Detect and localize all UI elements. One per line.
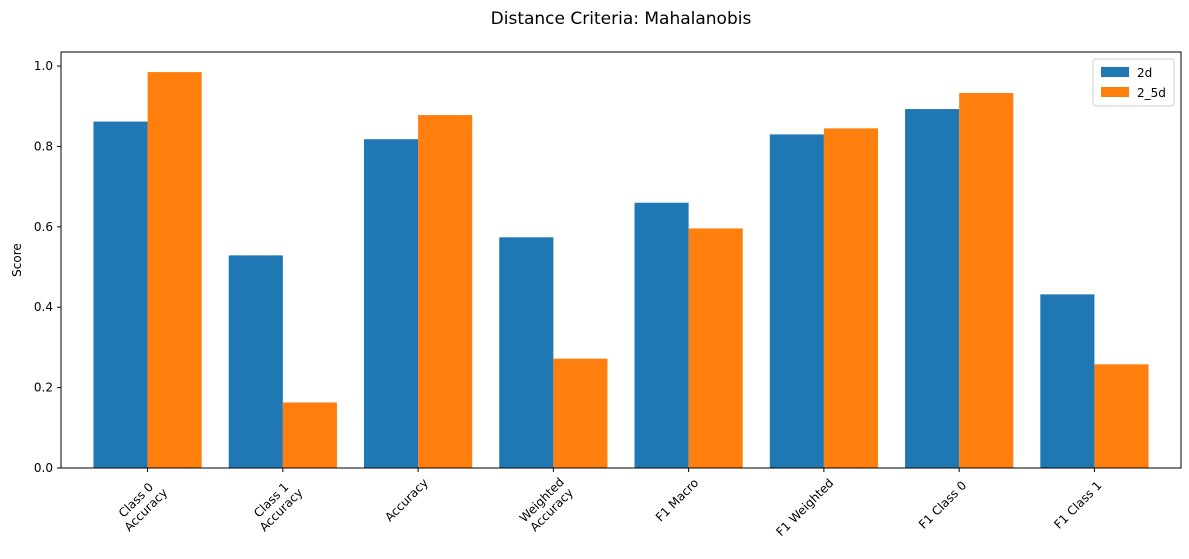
x-tick-label: WeightedAccuracy [517, 475, 577, 535]
x-tick-label-line: F1 Class 1 [1051, 478, 1104, 531]
bar-2_5d-2 [418, 115, 473, 468]
bar-2_5d-7 [1094, 364, 1149, 468]
x-tick-label: Accuracy [382, 476, 431, 525]
bar-2_5d-5 [823, 128, 879, 468]
y-axis: 0.0 0.2 0.4 0.6 0.8 1.0 [34, 59, 61, 475]
y-tick-label: 0.2 [34, 381, 53, 395]
y-tick-label: 0.4 [34, 300, 53, 314]
bar-2d-5 [769, 134, 824, 469]
x-tick-label-line: F1 Class 0 [916, 478, 969, 531]
x-tick-label: F1 Class 0 [916, 478, 969, 531]
y-tick-label: 0.0 [34, 461, 53, 475]
x-axis: Class 0Accuracy Class 1Accuracy Accuracy We… [112, 468, 1105, 539]
y-tick-label: 0.8 [34, 139, 53, 153]
bar-2d-2 [363, 139, 419, 468]
bar-2_5d-6 [959, 92, 1014, 468]
bar-2d-1 [228, 255, 283, 468]
bar-2d-4 [634, 202, 689, 468]
y-tick-label: 0.6 [34, 220, 53, 234]
legend-swatch-2d [1101, 67, 1129, 77]
legend-swatch-2_5d [1101, 87, 1129, 97]
x-tick-label: F1 Class 1 [1051, 478, 1104, 531]
bar-2d-6 [905, 109, 960, 468]
bars-group [93, 72, 1149, 469]
bar-2d-7 [1040, 294, 1095, 468]
x-tick-label-line: F1 Macro [653, 476, 702, 525]
bar-2d-0 [93, 121, 148, 468]
bar-2d-3 [499, 237, 554, 468]
plot-frame [60, 51, 1182, 469]
chart-title: Distance Criteria: Mahalanobis [491, 9, 752, 29]
bar-2_5d-0 [147, 72, 202, 468]
legend-label-2d: 2d [1137, 66, 1152, 80]
x-tick-label-line: F1 Weighted [773, 476, 836, 539]
y-tick-label: 1.0 [34, 59, 53, 73]
legend: 2d 2_5d [1092, 58, 1175, 107]
bar-2_5d-1 [282, 402, 337, 468]
x-tick-label: F1 Weighted [773, 476, 836, 539]
bar-2_5d-3 [553, 358, 608, 468]
x-tick-label: Class 0Accuracy [112, 476, 171, 535]
legend-label-2_5d: 2_5d [1137, 86, 1166, 100]
x-tick-label: Class 1Accuracy [247, 476, 306, 535]
x-tick-label: F1 Macro [653, 476, 702, 525]
x-tick-label-line: Accuracy [382, 476, 431, 525]
y-axis-title: Score [10, 243, 24, 277]
bar-2_5d-4 [688, 228, 743, 468]
